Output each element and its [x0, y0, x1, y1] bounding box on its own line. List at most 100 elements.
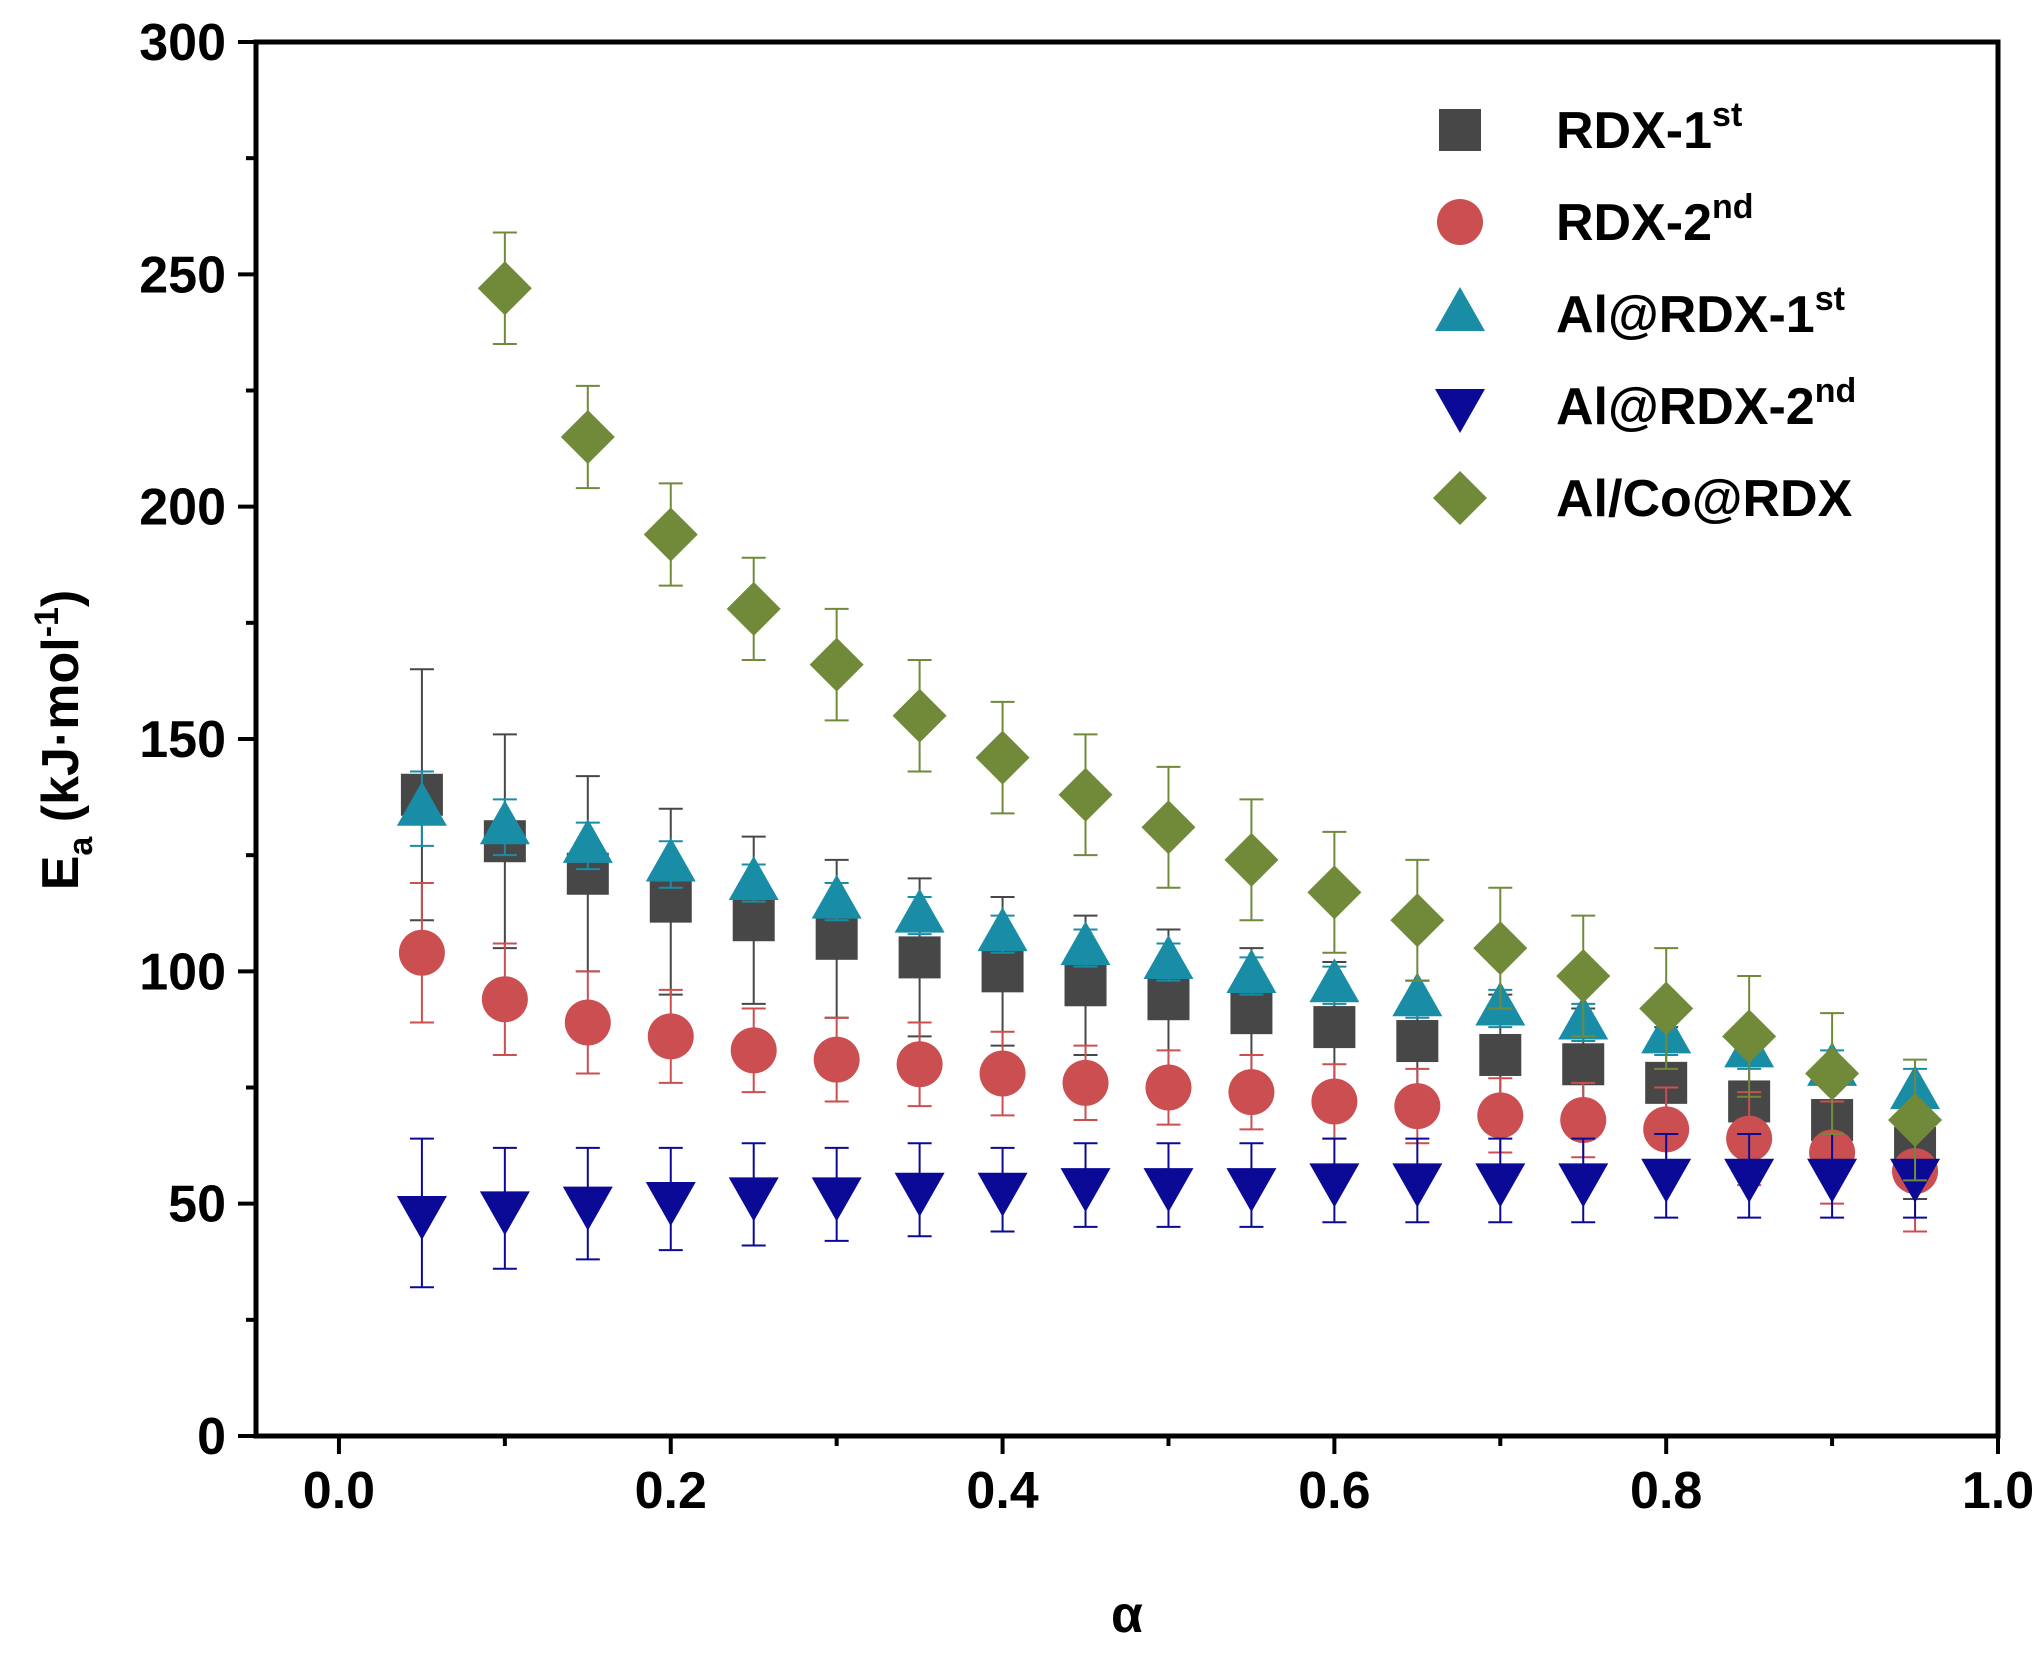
data-point	[977, 907, 1028, 952]
plot-area-frame	[253, 39, 2001, 1439]
data-point	[1224, 832, 1279, 887]
legend-marker	[1435, 389, 1485, 433]
legend-label: RDX-2nd	[1556, 188, 1754, 252]
legend-item: Al/Co@RDX	[1433, 470, 1853, 528]
data-point	[1226, 948, 1277, 993]
data-point	[560, 409, 615, 464]
data-point	[811, 1177, 862, 1222]
legend-label: Al/Co@RDX	[1556, 470, 1853, 528]
data-point	[726, 581, 781, 636]
data-point	[1475, 1163, 1526, 1208]
data-point	[815, 917, 858, 960]
data-point	[477, 261, 532, 316]
data-point	[1724, 1158, 1775, 1203]
data-point	[1058, 767, 1113, 822]
data-point	[1309, 1163, 1360, 1208]
data-point	[1396, 1020, 1439, 1063]
data-point	[1556, 948, 1611, 1003]
legend-label-sup: st	[1712, 96, 1742, 134]
data-point	[1479, 1033, 1522, 1076]
data-point	[730, 1027, 777, 1074]
data-point	[1888, 1093, 1943, 1148]
data-point	[1143, 935, 1194, 980]
data-point	[1064, 964, 1107, 1007]
series-Al@RDX-2nd	[396, 1132, 1941, 1289]
data-point	[1313, 1006, 1356, 1049]
legend-label-main: RDX-2	[1556, 194, 1712, 252]
x-tick-label: 1.0	[1962, 1462, 2034, 1520]
data-point	[479, 1191, 530, 1236]
data-point	[1311, 1078, 1358, 1125]
legend-marker	[1439, 109, 1481, 151]
data-point	[1226, 1168, 1277, 1213]
data-point	[728, 856, 779, 901]
data-point	[728, 1177, 779, 1222]
legend-label-sup: nd	[1712, 188, 1754, 226]
data-point	[813, 1036, 860, 1083]
data-point	[398, 929, 445, 976]
y-axis-title-unit-close: )	[32, 590, 90, 607]
data-point	[1228, 1069, 1275, 1116]
legend-label-main: Al@RDX-1	[1556, 286, 1815, 344]
data-point	[645, 837, 696, 882]
data-point	[1309, 958, 1360, 1003]
data-point	[894, 1172, 945, 1217]
data-point	[979, 1050, 1026, 1097]
legend-item: RDX-1st	[1439, 96, 1742, 160]
y-axis-title-unit: (kJ·mol	[32, 637, 90, 836]
data-point	[1060, 921, 1111, 966]
legend-item: Al@RDX-1st	[1435, 280, 1845, 344]
legend-label: Al@RDX-1st	[1556, 280, 1845, 344]
x-axis-title: α	[1111, 1586, 1143, 1644]
data-point	[1394, 1083, 1441, 1130]
y-tick-label: 0	[197, 1408, 226, 1466]
legend-label-main: Al@RDX-2	[1556, 378, 1815, 436]
data-point	[1307, 865, 1362, 920]
legend-item: Al@RDX-2nd	[1435, 372, 1856, 436]
legend-marker	[1437, 199, 1483, 245]
data-point	[1477, 1092, 1524, 1139]
data-point	[732, 899, 775, 942]
data-point	[1473, 921, 1528, 976]
data-point	[1392, 1163, 1443, 1208]
y-tick-label: 300	[139, 14, 226, 72]
legend-marker	[1433, 471, 1487, 525]
x-tick-label: 0.6	[1298, 1462, 1370, 1520]
legend-label: Al@RDX-2nd	[1556, 372, 1856, 436]
y-axis-title: Ea (kJ·mol-1)	[28, 590, 100, 891]
data-point	[811, 874, 862, 919]
data-point	[1562, 1043, 1605, 1086]
data-point	[562, 818, 613, 863]
data-point	[1147, 978, 1190, 1021]
data-point	[1230, 992, 1273, 1035]
legend-marker	[1435, 287, 1485, 331]
data-point	[564, 999, 611, 1046]
legend-label: RDX-1st	[1556, 96, 1742, 160]
data-point	[1143, 1168, 1194, 1213]
x-tick-label: 0.8	[1630, 1462, 1702, 1520]
data-point	[1060, 1168, 1111, 1213]
data-point	[396, 781, 447, 826]
y-tick-label: 50	[168, 1176, 226, 1234]
data-point	[647, 1013, 694, 1060]
data-point	[981, 950, 1024, 993]
legend-label-sup: nd	[1815, 372, 1857, 410]
data-point	[481, 976, 528, 1023]
y-axis-title-unit-sup: -1	[28, 607, 66, 637]
data-point	[896, 1041, 943, 1088]
data-point	[1805, 1046, 1860, 1101]
y-axis-ticks: 0 50 100 150 200 250 300	[139, 14, 256, 1466]
legend-label-main: Al/Co@RDX	[1556, 470, 1853, 528]
x-axis-ticks: 0.0 0.2 0.4 0.6 0.8 1.0	[303, 1436, 2034, 1520]
data-point	[1392, 972, 1443, 1017]
data-point	[479, 800, 530, 845]
x-tick-label: 0.0	[303, 1462, 375, 1520]
data-point	[1643, 1106, 1690, 1153]
legend-label-sup: st	[1815, 280, 1845, 318]
data-point	[975, 730, 1030, 785]
data-point	[1560, 1097, 1607, 1144]
legend-item: RDX-2nd	[1437, 188, 1754, 252]
series-layer	[396, 231, 1943, 1289]
data-point	[396, 1195, 447, 1240]
